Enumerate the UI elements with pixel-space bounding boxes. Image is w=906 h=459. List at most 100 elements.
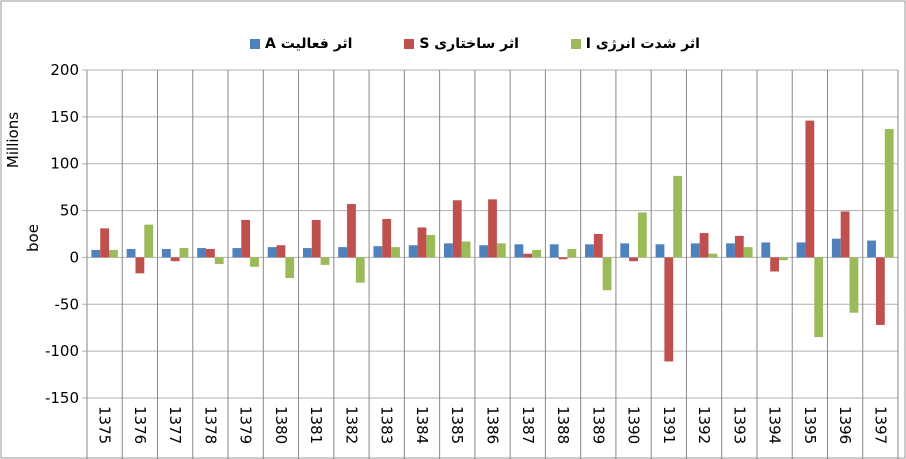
bar	[734, 235, 744, 258]
legend-label: اثر فعالیت A	[265, 36, 353, 52]
legend-item: اثر ساختاری S	[404, 36, 519, 52]
x-tick-label: 1382	[342, 406, 360, 444]
y-tick-label: 50	[60, 202, 79, 220]
bar	[673, 175, 683, 258]
legend-label: اثر شدت انرژی I	[585, 36, 700, 52]
x-tick-label: 1376	[131, 406, 149, 444]
bar	[452, 200, 462, 258]
y-tick-label: -100	[45, 342, 79, 360]
bar	[109, 249, 118, 258]
bar	[488, 199, 497, 258]
bar	[338, 247, 348, 258]
bar	[355, 257, 365, 283]
bar	[796, 242, 806, 258]
bar	[161, 248, 171, 258]
x-tick-label: 1386	[484, 406, 502, 444]
bar	[849, 257, 859, 313]
bar	[461, 241, 471, 258]
legend: اثر فعالیت A اثر ساختاری S اثر شدت انرژی I	[250, 36, 700, 52]
bar	[708, 253, 718, 258]
bar	[479, 245, 489, 258]
bar	[761, 242, 771, 258]
bar	[770, 257, 779, 272]
bar	[637, 212, 647, 258]
bar	[267, 247, 277, 258]
x-tick-label: 1387	[519, 406, 537, 444]
bar	[347, 204, 356, 258]
bar	[170, 257, 180, 262]
x-tick-label: 1396	[836, 406, 854, 444]
y-axis-title: boe	[24, 224, 42, 252]
legend-swatch	[250, 39, 260, 49]
legend-item: اثر فعالیت A	[250, 36, 352, 52]
y-unit: Millions	[4, 112, 22, 168]
bar	[664, 257, 674, 362]
x-tick-label: 1380	[272, 406, 290, 444]
x-tick-label: 1395	[801, 406, 819, 444]
bar	[206, 248, 215, 258]
bar	[523, 253, 533, 258]
y-tick-label: 200	[50, 61, 79, 79]
x-tick-label: 1390	[625, 406, 643, 444]
bar	[690, 243, 700, 258]
bar	[743, 247, 753, 258]
bar	[276, 245, 286, 258]
x-tick-label: 1394	[766, 406, 784, 444]
bar	[91, 249, 101, 258]
x-tick-label: 1389	[589, 406, 607, 444]
bar	[197, 248, 207, 258]
x-tick-label: 1385	[448, 406, 466, 444]
legend-label: اثر ساختاری S	[419, 36, 519, 52]
bar	[391, 247, 400, 258]
bar	[135, 257, 145, 274]
y-tick-label: -150	[45, 389, 79, 407]
bar	[250, 257, 259, 267]
bar	[417, 227, 427, 258]
x-tick-label: 1391	[660, 406, 678, 444]
bar	[214, 257, 224, 264]
bar	[373, 246, 383, 258]
bar	[629, 257, 638, 262]
bar	[514, 244, 524, 258]
bar	[840, 211, 850, 258]
bar	[655, 244, 665, 258]
bar	[100, 228, 110, 258]
bar	[144, 224, 154, 258]
bar	[884, 129, 894, 258]
bar	[567, 248, 577, 258]
bar	[585, 244, 594, 258]
bar	[532, 249, 541, 258]
y-tick-label: 150	[50, 108, 79, 126]
bar	[444, 243, 453, 258]
x-tick-label: 1377	[166, 406, 184, 444]
legend-swatch	[570, 39, 581, 49]
bar	[320, 257, 330, 265]
bar	[496, 243, 506, 258]
bar	[426, 234, 436, 258]
bar	[302, 248, 312, 258]
bar	[549, 244, 559, 258]
x-tick-label: 1392	[695, 406, 713, 444]
bar	[593, 234, 603, 258]
bar	[620, 243, 630, 258]
x-tick-label: 1378	[201, 406, 219, 444]
x-tick-label: 1375	[96, 406, 114, 444]
bar	[241, 219, 251, 258]
bar	[814, 257, 824, 338]
x-tick-label: 1388	[554, 406, 572, 444]
bar	[602, 257, 612, 291]
y-tick-label: 0	[69, 248, 79, 266]
bar	[285, 257, 295, 279]
bar	[726, 243, 735, 258]
legend-item: اثر شدت انرژی I	[570, 36, 700, 52]
y-tick-label: -50	[55, 295, 80, 313]
x-tick-label: 1383	[378, 406, 396, 444]
x-tick-label: 1381	[307, 406, 325, 444]
x-tick-label: 1397	[871, 406, 889, 444]
bar	[232, 248, 242, 258]
bar	[867, 240, 876, 258]
x-tick-label: 1379	[237, 406, 255, 444]
